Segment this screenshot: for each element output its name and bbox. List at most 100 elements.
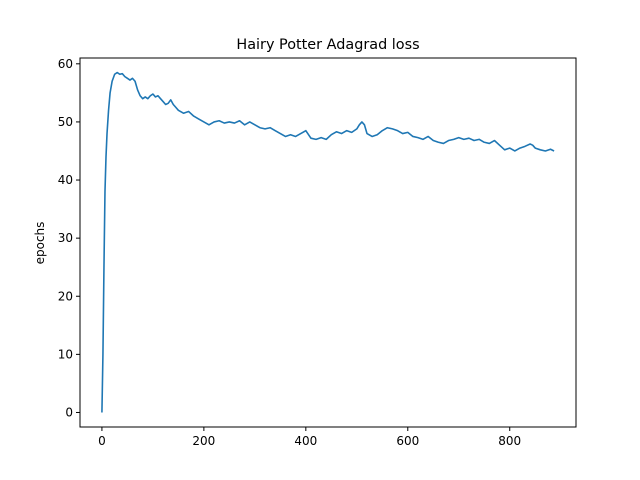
data-point: [103, 267, 104, 268]
data-point: [514, 150, 515, 151]
chart-title: Hairy Potter Adagrad loss: [236, 37, 419, 53]
data-point: [203, 121, 204, 122]
x-tick-label: 0: [98, 434, 106, 448]
data-point: [106, 156, 107, 157]
data-point: [423, 139, 424, 140]
data-point: [367, 133, 368, 134]
data-point: [336, 131, 337, 132]
x-tick-label: 200: [192, 434, 215, 448]
data-point: [114, 74, 115, 75]
data-point: [265, 128, 266, 129]
data-point: [412, 136, 413, 137]
data-point: [458, 137, 459, 138]
y-axis-label: epochs: [33, 222, 47, 265]
data-point: [361, 121, 362, 122]
data-point: [157, 95, 158, 96]
data-point: [249, 121, 250, 122]
data-point: [152, 94, 153, 95]
data-point: [175, 107, 176, 108]
data-point: [453, 139, 454, 140]
axes-frame: [79, 57, 577, 428]
data-point: [244, 124, 245, 125]
data-point: [341, 133, 342, 134]
data-point: [499, 145, 500, 146]
data-point: [193, 116, 194, 117]
data-point: [165, 104, 166, 105]
data-point: [275, 130, 276, 131]
data-point: [372, 136, 373, 137]
data-point: [183, 113, 184, 114]
series-line: [101, 71, 555, 413]
data-point: [540, 149, 541, 150]
data-point: [160, 98, 161, 99]
data-point: [129, 80, 130, 81]
y-tick-label: 0: [65, 405, 73, 419]
data-point: [102, 354, 103, 355]
y-tick-label: 10: [58, 347, 73, 361]
data-point: [173, 104, 174, 105]
data-point: [295, 136, 296, 137]
data-point: [140, 95, 141, 96]
data-point: [305, 130, 306, 131]
data-point: [545, 150, 546, 151]
data-point: [331, 134, 332, 135]
data-point: [433, 140, 434, 141]
data-point: [107, 133, 108, 134]
data-point: [290, 134, 291, 135]
x-tick-label: 800: [498, 434, 521, 448]
data-point: [112, 81, 113, 82]
data-point: [326, 139, 327, 140]
data-point: [147, 98, 148, 99]
data-point: [259, 127, 260, 128]
data-point: [214, 121, 215, 122]
data-point: [468, 138, 469, 139]
data-point: [448, 140, 449, 141]
data-point: [239, 120, 240, 121]
data-point: [392, 128, 393, 129]
data-point: [402, 133, 403, 134]
data-point: [300, 133, 301, 134]
data-point: [285, 136, 286, 137]
data-point: [150, 95, 151, 96]
x-tick-label: 400: [294, 434, 317, 448]
data-point: [509, 148, 510, 149]
data-point: [530, 144, 531, 145]
data-point: [377, 134, 378, 135]
data-point: [122, 73, 123, 74]
data-point: [178, 110, 179, 111]
data-point: [208, 124, 209, 125]
data-point: [438, 142, 439, 143]
data-point: [170, 99, 171, 100]
data-point: [407, 132, 408, 133]
data-point: [535, 148, 536, 149]
data-point: [101, 412, 102, 413]
data-point: [554, 150, 555, 151]
data-point: [397, 130, 398, 131]
data-point: [254, 124, 255, 125]
data-point: [417, 137, 418, 138]
data-point: [117, 72, 118, 73]
data-point: [519, 148, 520, 149]
y-tick-label: 60: [58, 57, 73, 71]
data-point: [229, 121, 230, 122]
data-point: [155, 96, 156, 97]
data-point: [132, 78, 133, 79]
data-point: [142, 98, 143, 99]
data-point: [525, 146, 526, 147]
data-point: [270, 127, 271, 128]
data-point: [550, 149, 551, 150]
data-point: [364, 124, 365, 125]
data-point: [168, 103, 169, 104]
data-point: [124, 76, 125, 77]
data-point: [484, 142, 485, 143]
y-tick-label: 20: [58, 289, 73, 303]
data-point: [321, 137, 322, 138]
data-point: [145, 96, 146, 97]
data-point: [137, 89, 138, 90]
data-point: [188, 111, 189, 112]
data-point: [532, 145, 533, 146]
data-point: [489, 143, 490, 144]
data-point: [219, 120, 220, 121]
